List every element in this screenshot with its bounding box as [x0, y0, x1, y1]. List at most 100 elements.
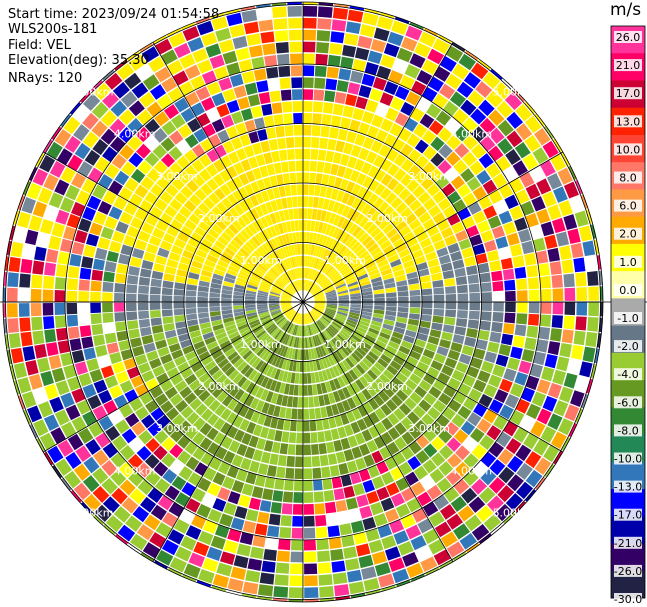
velocity-cell	[206, 81, 222, 96]
velocity-cell	[73, 124, 90, 142]
velocity-cell	[260, 31, 275, 44]
velocity-cell	[367, 50, 383, 65]
velocity-cell	[380, 353, 392, 364]
velocity-cell	[546, 172, 563, 190]
velocity-cell	[293, 480, 303, 491]
velocity-cell	[422, 348, 435, 359]
velocity-cell	[121, 428, 137, 444]
velocity-cell	[505, 302, 516, 313]
velocity-cell	[322, 248, 330, 260]
velocity-cell	[161, 539, 179, 556]
velocity-cell	[455, 276, 468, 286]
velocity-cell	[421, 129, 437, 145]
velocity-cell	[406, 237, 419, 248]
velocity-cell	[132, 506, 150, 523]
velocity-cell	[574, 179, 583, 195]
velocity-cell	[332, 103, 344, 116]
velocity-cell	[198, 220, 211, 233]
velocity-cell	[370, 320, 383, 327]
velocity-cell	[376, 65, 392, 80]
velocity-cell	[258, 287, 270, 293]
velocity-cell	[281, 197, 288, 209]
velocity-cell	[347, 238, 358, 249]
velocity-cell	[244, 261, 255, 270]
velocity-cell	[127, 543, 141, 554]
velocity-cell	[229, 73, 244, 87]
velocity-cell	[245, 307, 256, 312]
velocity-cell	[264, 241, 274, 253]
velocity-cell	[197, 59, 213, 74]
velocity-cell	[13, 226, 27, 243]
velocity-cell	[479, 272, 491, 283]
velocity-cell	[352, 263, 364, 273]
velocity-cell	[238, 405, 249, 418]
velocity-cell	[462, 374, 476, 388]
velocity-cell	[116, 263, 129, 275]
velocity-cell	[281, 395, 289, 407]
velocity-cell	[182, 574, 197, 583]
velocity-cell	[128, 437, 144, 453]
velocity-cell	[18, 303, 30, 317]
colorbar-tick-label: 13.0	[616, 115, 641, 128]
velocity-cell	[222, 88, 236, 103]
velocity-cell	[233, 294, 244, 299]
velocity-cell	[409, 391, 423, 405]
velocity-cell	[130, 375, 144, 388]
velocity-cell	[140, 176, 155, 191]
velocity-cell	[150, 385, 164, 399]
velocity-cell	[173, 302, 185, 309]
velocity-cell	[166, 336, 179, 346]
velocity-cell	[256, 265, 266, 275]
velocity-cell	[362, 136, 375, 150]
velocity-cell	[240, 5, 256, 12]
velocity-cell	[370, 381, 382, 394]
velocity-cell	[228, 265, 240, 273]
velocity-cell	[117, 524, 136, 542]
velocity-cell	[259, 165, 269, 178]
velocity-cell	[56, 148, 73, 166]
velocity-cell	[351, 260, 362, 270]
velocity-cell	[317, 221, 324, 233]
velocity-cell	[162, 232, 176, 244]
velocity-cell	[145, 470, 161, 486]
velocity-cell	[177, 450, 192, 465]
velocity-cell	[297, 280, 301, 291]
velocity-cell	[406, 411, 420, 425]
velocity-cell	[287, 270, 294, 281]
velocity-cell	[310, 310, 318, 320]
velocity-cell	[404, 213, 418, 225]
velocity-cell	[433, 549, 452, 566]
velocity-cell	[397, 290, 409, 297]
velocity-cell	[234, 254, 246, 264]
colorbar-tick-label: 26.0	[616, 31, 641, 44]
velocity-cell	[252, 270, 263, 279]
velocity-cell	[80, 501, 93, 515]
velocity-cell	[137, 362, 151, 375]
velocity-cell	[202, 264, 214, 273]
velocity-cell	[324, 356, 332, 368]
velocity-cell	[280, 303, 292, 307]
velocity-cell	[346, 130, 358, 144]
velocity-cell	[275, 125, 285, 138]
velocity-cell	[211, 386, 224, 399]
velocity-cell	[324, 236, 332, 248]
velocity-cell	[310, 310, 319, 319]
velocity-cell	[316, 161, 325, 173]
velocity-cell	[66, 213, 81, 229]
velocity-cell	[233, 287, 245, 293]
velocity-cell	[372, 313, 384, 319]
velocity-cell	[18, 288, 30, 302]
velocity-cell	[393, 326, 406, 335]
velocity-cell	[251, 341, 261, 352]
velocity-cell	[156, 549, 174, 566]
velocity-cell	[349, 170, 360, 183]
velocity-cell	[136, 109, 153, 126]
velocity-cell	[256, 297, 268, 301]
velocity-cell	[198, 569, 215, 584]
velocity-cell	[387, 254, 400, 263]
velocity-cell	[275, 263, 284, 274]
velocity-cell	[330, 322, 341, 331]
velocity-cell	[249, 546, 264, 560]
velocity-cell	[211, 16, 228, 31]
velocity-cell	[193, 340, 206, 350]
